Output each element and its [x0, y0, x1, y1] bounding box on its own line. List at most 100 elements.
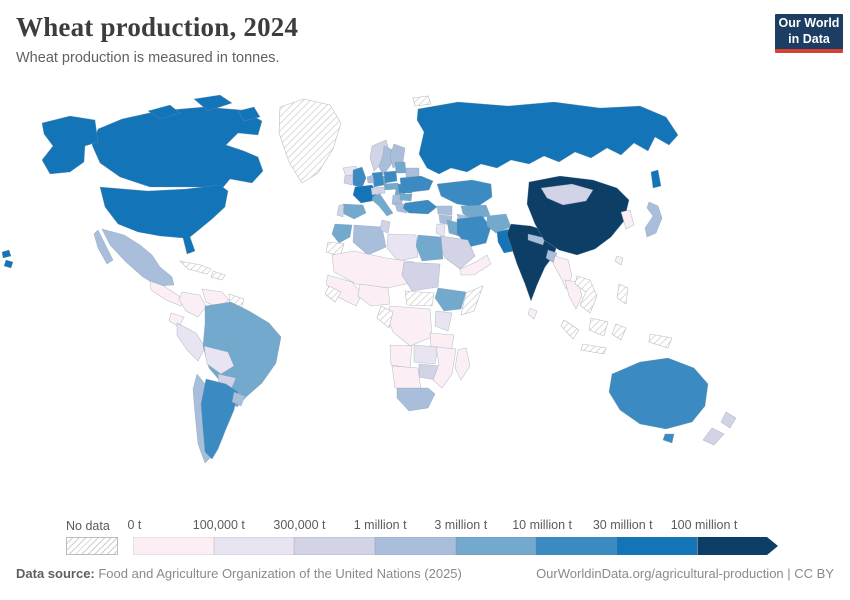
country-russia-wrap-2[interactable]	[3, 259, 14, 269]
country-somalia[interactable]	[460, 285, 484, 316]
country-iran[interactable]	[456, 215, 492, 248]
owid-logo[interactable]: Our World in Data	[775, 14, 843, 53]
country-svalbard[interactable]	[412, 95, 432, 107]
country-united-states[interactable]	[99, 184, 229, 255]
country-indonesia-java[interactable]	[580, 343, 607, 355]
country-spain[interactable]	[342, 203, 367, 220]
no-data-swatch[interactable]	[66, 537, 118, 555]
country-uruguay[interactable]	[231, 391, 246, 407]
country-italy[interactable]	[371, 193, 394, 217]
country-kazakhstan[interactable]	[436, 179, 493, 208]
country-greenland[interactable]	[278, 98, 342, 184]
country-angola[interactable]	[389, 344, 413, 369]
country-canada[interactable]	[91, 106, 264, 192]
country-bolivia[interactable]	[203, 345, 235, 375]
country-turkey[interactable]	[402, 199, 438, 215]
country-guinea-region[interactable]	[324, 285, 342, 303]
country-gabon-congo[interactable]	[376, 305, 394, 329]
country-ireland[interactable]	[343, 174, 354, 186]
legend-no-data: No data	[66, 519, 118, 555]
country-zambia[interactable]	[413, 344, 439, 365]
legend-segment-0[interactable]	[133, 537, 214, 555]
country-colombia[interactable]	[178, 291, 207, 318]
country-philippines[interactable]	[616, 283, 629, 305]
legend-segment-6[interactable]	[616, 537, 698, 555]
country-cuba[interactable]	[179, 260, 212, 275]
country-south-africa[interactable]	[396, 387, 436, 412]
page-subtitle: Wheat production is measured in tonnes.	[16, 50, 280, 67]
country-madagascar[interactable]	[454, 347, 471, 381]
country-mexico-baja[interactable]	[93, 229, 114, 265]
country-south-sudan[interactable]	[404, 290, 435, 307]
legend-color-bar	[133, 537, 778, 555]
legend-segment-1[interactable]	[213, 537, 295, 555]
legend-segment-2[interactable]	[294, 537, 375, 555]
country-nepal[interactable]	[527, 233, 546, 246]
country-canada-arctic-2[interactable]	[193, 94, 233, 112]
rights-link[interactable]: OurWorldinData.org/agricultural-producti…	[536, 566, 834, 581]
legend-segment-5[interactable]	[536, 537, 617, 555]
country-new-zealand-north[interactable]	[720, 411, 737, 429]
country-russia-wrap-1[interactable]	[1, 249, 12, 259]
country-canada-arctic-1[interactable]	[147, 104, 181, 120]
country-drc[interactable]	[386, 305, 433, 347]
country-benelux[interactable]	[366, 174, 375, 184]
country-portugal[interactable]	[336, 204, 345, 218]
country-ethiopia[interactable]	[434, 287, 467, 312]
country-indonesia-borneo[interactable]	[588, 317, 609, 337]
country-russia[interactable]	[416, 101, 679, 175]
country-ecuador[interactable]	[168, 312, 185, 328]
country-mongolia[interactable]	[540, 183, 594, 206]
country-new-zealand-south[interactable]	[702, 427, 725, 446]
country-namibia-botswana[interactable]	[391, 365, 422, 391]
country-vietnam-laos-cambodia[interactable]	[574, 275, 598, 314]
country-alaska[interactable]	[41, 115, 99, 175]
country-algeria[interactable]	[352, 224, 387, 256]
country-poland[interactable]	[383, 170, 398, 184]
country-united-kingdom[interactable]	[352, 166, 367, 189]
legend-segment-3[interactable]	[374, 537, 456, 555]
country-hispaniola[interactable]	[210, 270, 226, 281]
country-mexico[interactable]	[101, 228, 175, 287]
legend-tick: 30 million t	[592, 518, 653, 532]
country-egypt[interactable]	[415, 234, 444, 262]
country-argentina[interactable]	[200, 378, 239, 460]
country-papua-new-guinea[interactable]	[648, 333, 673, 349]
data-source-line: Data source: Food and Agriculture Organi…	[16, 566, 462, 581]
country-caucasus[interactable]	[436, 205, 453, 216]
country-belarus[interactable]	[405, 167, 420, 178]
country-peru[interactable]	[176, 322, 206, 362]
legend-segment-4[interactable]	[455, 537, 537, 555]
country-russia-sakhalin[interactable]	[650, 169, 662, 189]
country-sudan[interactable]	[401, 261, 441, 292]
country-yemen-oman[interactable]	[459, 254, 492, 276]
country-baltics[interactable]	[394, 161, 407, 174]
country-israel-jordan[interactable]	[435, 223, 446, 238]
world-map-svg	[1, 94, 737, 464]
country-bulgaria[interactable]	[399, 193, 413, 202]
country-ukraine[interactable]	[399, 175, 434, 193]
country-korea[interactable]	[620, 209, 635, 230]
country-tasmania[interactable]	[662, 433, 675, 444]
country-tunisia[interactable]	[379, 219, 391, 234]
country-mozambique[interactable]	[432, 346, 457, 389]
country-australia[interactable]	[608, 357, 709, 430]
country-indonesia-sumatra[interactable]	[560, 319, 580, 340]
country-nigeria-ghana[interactable]	[357, 283, 391, 307]
country-taiwan[interactable]	[614, 255, 624, 266]
country-indonesia-sulawesi[interactable]	[611, 323, 627, 341]
data-source-text: Food and Agriculture Organization of the…	[94, 566, 462, 581]
country-kenya[interactable]	[434, 310, 453, 332]
country-canada-arctic-3[interactable]	[237, 106, 261, 122]
country-west-africa[interactable]	[325, 274, 363, 307]
country-libya[interactable]	[386, 233, 419, 262]
legend-tick: 1 million t	[353, 518, 407, 532]
country-austria-switzerland[interactable]	[370, 186, 386, 196]
legend-segment-7[interactable]	[697, 537, 778, 555]
country-morocco[interactable]	[331, 223, 353, 244]
legend-color-scale: 0 t 100,000 t 300,000 t 1 million t 3 millio…	[127, 518, 778, 555]
country-sri-lanka[interactable]	[527, 307, 538, 320]
country-afghanistan[interactable]	[486, 213, 512, 234]
page-title: Wheat production, 2024	[16, 12, 299, 42]
country-japan[interactable]	[644, 201, 663, 238]
